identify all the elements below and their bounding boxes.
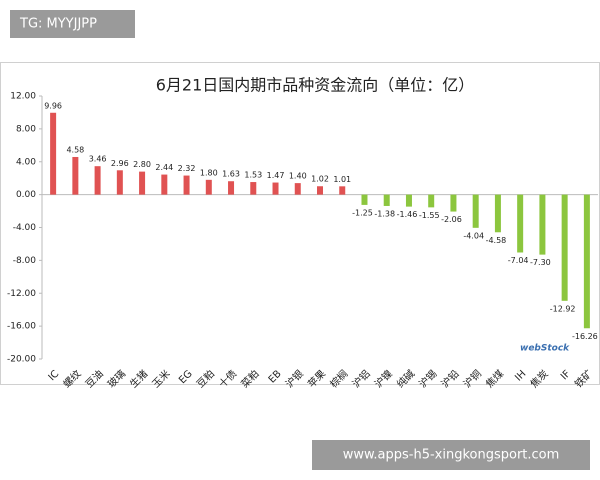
value-label: 2.80 bbox=[133, 160, 151, 169]
value-label: 2.44 bbox=[155, 163, 173, 172]
y-tick-label: -12.00 bbox=[7, 289, 36, 299]
y-tick-label: -20.00 bbox=[7, 355, 36, 365]
bar bbox=[561, 194, 568, 301]
bar bbox=[183, 175, 190, 195]
value-label: -1.55 bbox=[419, 211, 440, 220]
bar bbox=[405, 194, 412, 207]
value-label: 9.96 bbox=[44, 101, 62, 110]
bar bbox=[228, 181, 235, 195]
bar bbox=[161, 174, 168, 195]
value-label: -1.46 bbox=[397, 210, 418, 219]
badge: TG: MYYJJPP bbox=[19, 17, 97, 32]
value-label: 2.32 bbox=[178, 164, 196, 173]
value-label: 2.96 bbox=[111, 159, 129, 168]
value-label: -1.38 bbox=[374, 209, 395, 218]
value-label: -16.26 bbox=[572, 332, 598, 341]
bar bbox=[94, 166, 101, 195]
value-label: 1.02 bbox=[311, 175, 329, 184]
value-label: -7.04 bbox=[508, 256, 529, 265]
value-label: -4.58 bbox=[486, 236, 507, 245]
y-tick-label: -16.00 bbox=[7, 322, 36, 332]
y-tick-label: 0.00 bbox=[16, 190, 36, 200]
chart-title: 6月21日国内期市品种资金流向（单位：亿） bbox=[156, 76, 475, 95]
value-label: -1.25 bbox=[352, 208, 373, 217]
y-tick-label: 12.00 bbox=[10, 92, 36, 102]
chart-frame bbox=[0, 62, 600, 385]
value-label: -4.04 bbox=[463, 231, 484, 240]
bar bbox=[139, 171, 146, 195]
badge-bg bbox=[10, 10, 135, 38]
value-label: -7.30 bbox=[530, 258, 551, 267]
bar bbox=[317, 186, 323, 195]
value-label: 1.53 bbox=[244, 171, 262, 180]
value-label: 1.47 bbox=[267, 171, 285, 180]
bar bbox=[50, 112, 57, 195]
bar bbox=[539, 194, 546, 255]
bar bbox=[72, 156, 79, 195]
bar bbox=[472, 194, 479, 228]
bar bbox=[361, 194, 368, 205]
footer-url: www.apps-h5-xingkongsport.com bbox=[343, 448, 560, 463]
value-label: 4.58 bbox=[66, 145, 84, 154]
bar bbox=[294, 183, 301, 195]
bar bbox=[494, 194, 501, 233]
bar bbox=[517, 194, 524, 253]
value-label: 1.01 bbox=[333, 175, 351, 184]
value-label: 3.46 bbox=[89, 155, 107, 164]
value-label: 1.80 bbox=[200, 168, 218, 177]
value-label: 1.63 bbox=[222, 170, 240, 179]
bar bbox=[583, 194, 590, 329]
bar bbox=[339, 186, 346, 195]
y-tick-label: 4.00 bbox=[16, 157, 36, 167]
bar bbox=[272, 182, 279, 195]
bar bbox=[205, 179, 212, 195]
watermark: webStock bbox=[520, 344, 570, 354]
value-label: 1.40 bbox=[289, 172, 307, 181]
value-label: -2.06 bbox=[441, 215, 462, 224]
bar bbox=[450, 194, 457, 212]
y-tick-label: -4.00 bbox=[13, 223, 37, 233]
bar bbox=[383, 194, 390, 206]
bar bbox=[116, 170, 123, 195]
y-tick-label: -8.00 bbox=[13, 256, 37, 266]
bar bbox=[428, 194, 435, 208]
bar bbox=[250, 182, 257, 195]
value-label: -12.92 bbox=[550, 304, 576, 313]
y-tick-label: 8.00 bbox=[16, 124, 36, 134]
footer-bg bbox=[312, 440, 590, 470]
